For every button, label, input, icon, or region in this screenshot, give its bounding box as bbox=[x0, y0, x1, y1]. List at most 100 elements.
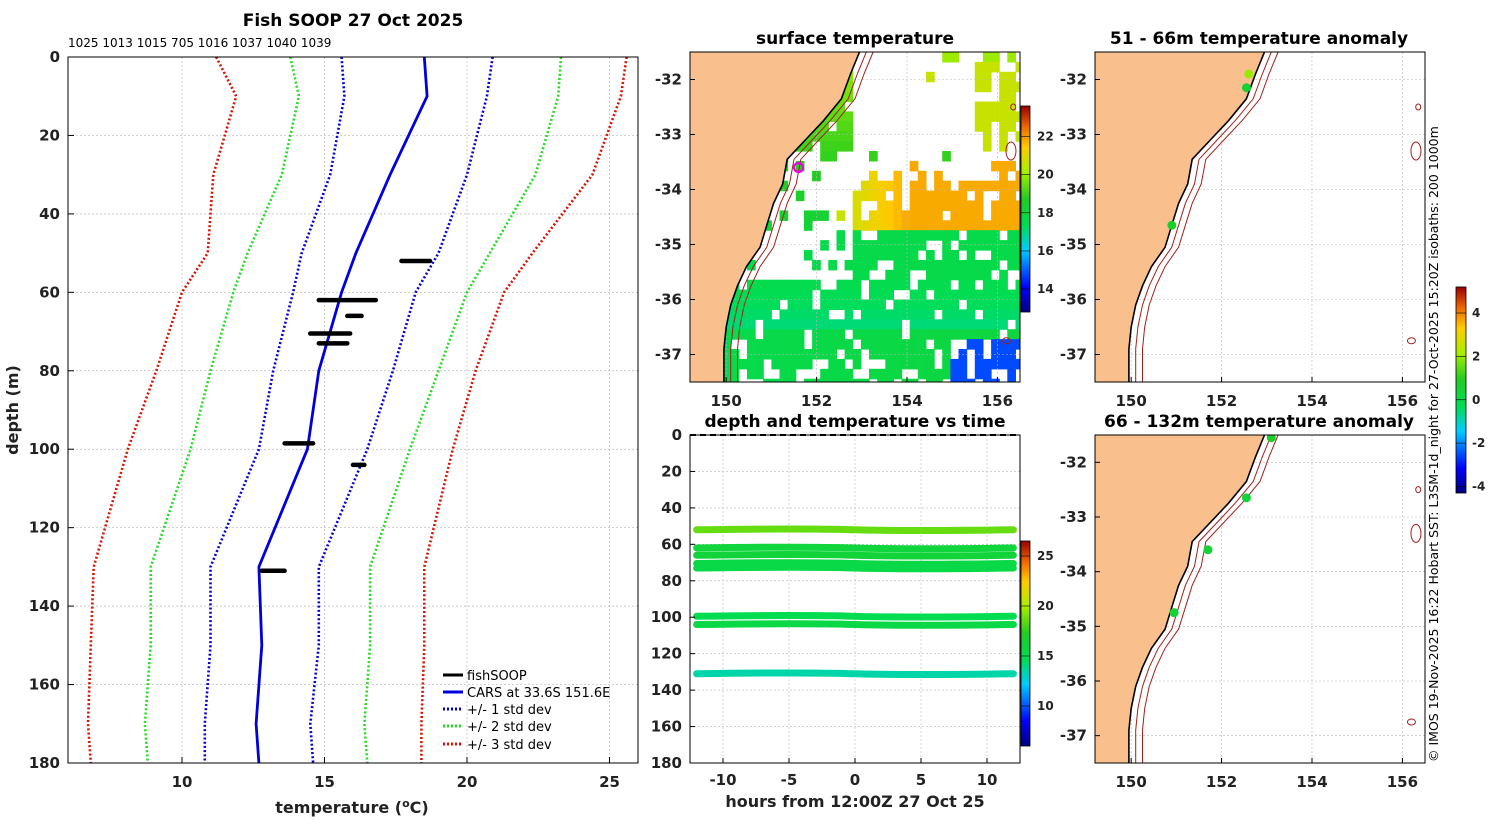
sst-pixel bbox=[917, 329, 927, 340]
sst-pixel bbox=[917, 220, 927, 231]
sst-pixel bbox=[909, 289, 919, 301]
sst-pixel bbox=[893, 259, 903, 271]
sst-pixel bbox=[747, 299, 756, 310]
sst-pixel bbox=[909, 210, 919, 221]
sst-pixel bbox=[917, 339, 927, 350]
sst-pixel bbox=[1007, 339, 1016, 350]
sst-pixel bbox=[974, 230, 984, 241]
profile-ytick-label: 120 bbox=[29, 519, 60, 537]
sst-map-isobath bbox=[730, 52, 867, 382]
sst-pixel bbox=[852, 279, 862, 291]
anomaly-lower-seamount-isobath bbox=[1410, 523, 1422, 543]
sst-pixel bbox=[763, 319, 772, 330]
sst-pixel bbox=[950, 230, 960, 241]
anomaly-upper-ytick-label: -37 bbox=[1060, 346, 1087, 364]
sst-pixel bbox=[828, 131, 837, 142]
anomaly-upper-ytick-label: -34 bbox=[1060, 181, 1087, 199]
sst-pixel bbox=[974, 358, 984, 370]
anomaly-upper-seamount-isobath bbox=[1406, 337, 1416, 345]
sst-pixel bbox=[812, 329, 821, 340]
anomaly-point bbox=[1203, 545, 1213, 555]
sst-pixel bbox=[950, 319, 960, 330]
sst-pixel bbox=[852, 220, 862, 231]
sst-pixel bbox=[901, 349, 911, 360]
sst-pixel bbox=[991, 319, 1000, 330]
sst-pixel bbox=[860, 190, 870, 202]
sst-pixel bbox=[966, 289, 976, 301]
anomaly-upper-ticks: 150 152 154 156 -32 -33 -34 -35 -36 -37 bbox=[1060, 71, 1418, 411]
sst-pixel bbox=[779, 358, 789, 370]
sst-pixel bbox=[787, 339, 797, 350]
sst-pixel bbox=[909, 200, 919, 211]
sst-pixel bbox=[974, 299, 984, 310]
sst-pixel bbox=[1015, 339, 1020, 350]
profile-line-sd1 bbox=[308, 56, 494, 764]
sst-pixel bbox=[991, 339, 1000, 350]
sst-pixel bbox=[893, 250, 903, 261]
sst-pixel bbox=[852, 269, 862, 281]
sst-pixel bbox=[1007, 200, 1016, 211]
sst-pixel bbox=[926, 299, 935, 310]
sst-pixel bbox=[966, 220, 976, 231]
anomaly-lower-ytick-label: -36 bbox=[1060, 672, 1087, 690]
anomaly-lower-isobath bbox=[1142, 435, 1279, 763]
sst-pixel bbox=[820, 131, 829, 142]
sst-pixel bbox=[1007, 121, 1016, 132]
sst-pixel bbox=[747, 309, 756, 320]
anomaly-colorbar-label: 4 bbox=[1472, 306, 1480, 320]
sst-pixel bbox=[836, 299, 846, 310]
sst-pixel bbox=[958, 329, 968, 340]
sst-pixel bbox=[869, 180, 878, 192]
sst-pixel bbox=[999, 299, 1008, 310]
sst-pixel bbox=[877, 279, 886, 291]
sst-pixel bbox=[958, 279, 968, 291]
sst-pixel bbox=[999, 358, 1008, 370]
sst-pixel bbox=[991, 329, 1000, 340]
sst-pixel bbox=[958, 269, 968, 281]
sst-pixel bbox=[974, 190, 984, 202]
sst-pixel bbox=[999, 200, 1008, 211]
time-depth-ytick-label: 160 bbox=[651, 718, 682, 736]
sst-pixel bbox=[950, 200, 960, 211]
sst-pixel bbox=[803, 210, 813, 221]
sst-pixel bbox=[747, 329, 756, 340]
sst-pixel bbox=[1007, 81, 1016, 93]
sst-pixel bbox=[1015, 230, 1020, 241]
sst-pixel bbox=[755, 299, 764, 310]
sst-pixel bbox=[917, 200, 927, 211]
sst-pixel bbox=[901, 210, 911, 221]
sst-pixel bbox=[1007, 329, 1016, 340]
anomaly-upper-xtick-label: 150 bbox=[1116, 392, 1147, 410]
sst-pixel bbox=[982, 279, 992, 291]
sst-pixel bbox=[844, 378, 854, 382]
sst-pixel bbox=[991, 230, 1000, 241]
legend-label-sd2: +/- 2 std dev bbox=[467, 720, 552, 735]
sst-pixel bbox=[722, 339, 732, 350]
anomaly-lower-ytick-label: -32 bbox=[1060, 453, 1087, 471]
sst-pixel bbox=[974, 329, 984, 340]
sst-pixel bbox=[877, 230, 886, 241]
profile-lines bbox=[86, 56, 628, 764]
sst-pixel bbox=[893, 299, 903, 310]
sst-pixel bbox=[820, 309, 829, 320]
sst-pixel bbox=[991, 240, 1000, 251]
sst-pixel bbox=[795, 299, 805, 310]
sst-map-ytick-label: -37 bbox=[655, 346, 682, 364]
sst-pixel bbox=[779, 289, 789, 301]
sst-pixel bbox=[828, 329, 837, 340]
sst-pixel bbox=[795, 329, 805, 340]
sst-pixel bbox=[974, 220, 984, 231]
sst-pixel bbox=[917, 190, 927, 202]
sst-pixel bbox=[893, 279, 903, 291]
sst-pixel bbox=[1015, 220, 1020, 231]
sst-pixel bbox=[795, 349, 805, 360]
sst-map-frame bbox=[689, 51, 1021, 383]
anomaly-upper-panel: 51 - 66m temperature anomaly 150 152 154 15… bbox=[1060, 29, 1426, 411]
sst-pixel bbox=[934, 220, 943, 231]
sst-pixel bbox=[966, 230, 976, 241]
sst-pixel bbox=[787, 309, 797, 320]
sst-pixel bbox=[877, 329, 886, 340]
sst-pixel bbox=[999, 170, 1008, 182]
sst-pixel bbox=[836, 141, 846, 152]
